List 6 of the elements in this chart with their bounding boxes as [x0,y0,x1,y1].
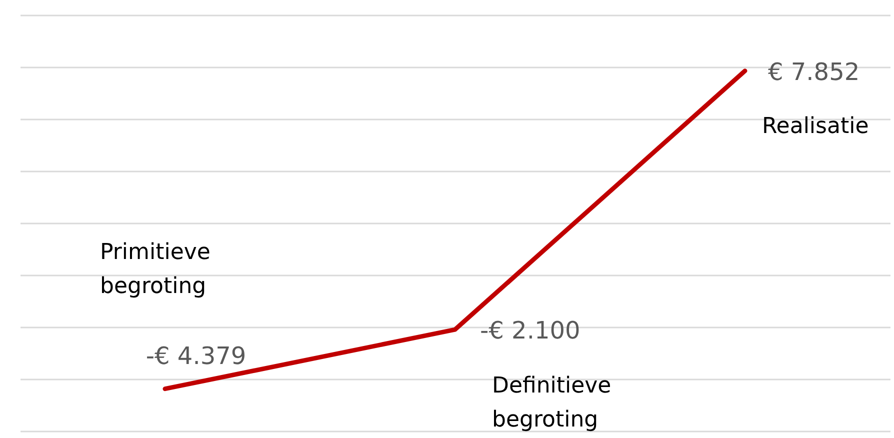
x-tick-label: Primitieve begroting [100,240,210,299]
x-tick-label: Definitieve begroting [492,374,612,433]
data-label: -€ 2.100 [480,316,580,345]
data-label: € 7.852 [768,58,860,86]
data-label: -€ 4.379 [146,342,246,370]
x-tick-label: Realisatie [762,114,869,139]
